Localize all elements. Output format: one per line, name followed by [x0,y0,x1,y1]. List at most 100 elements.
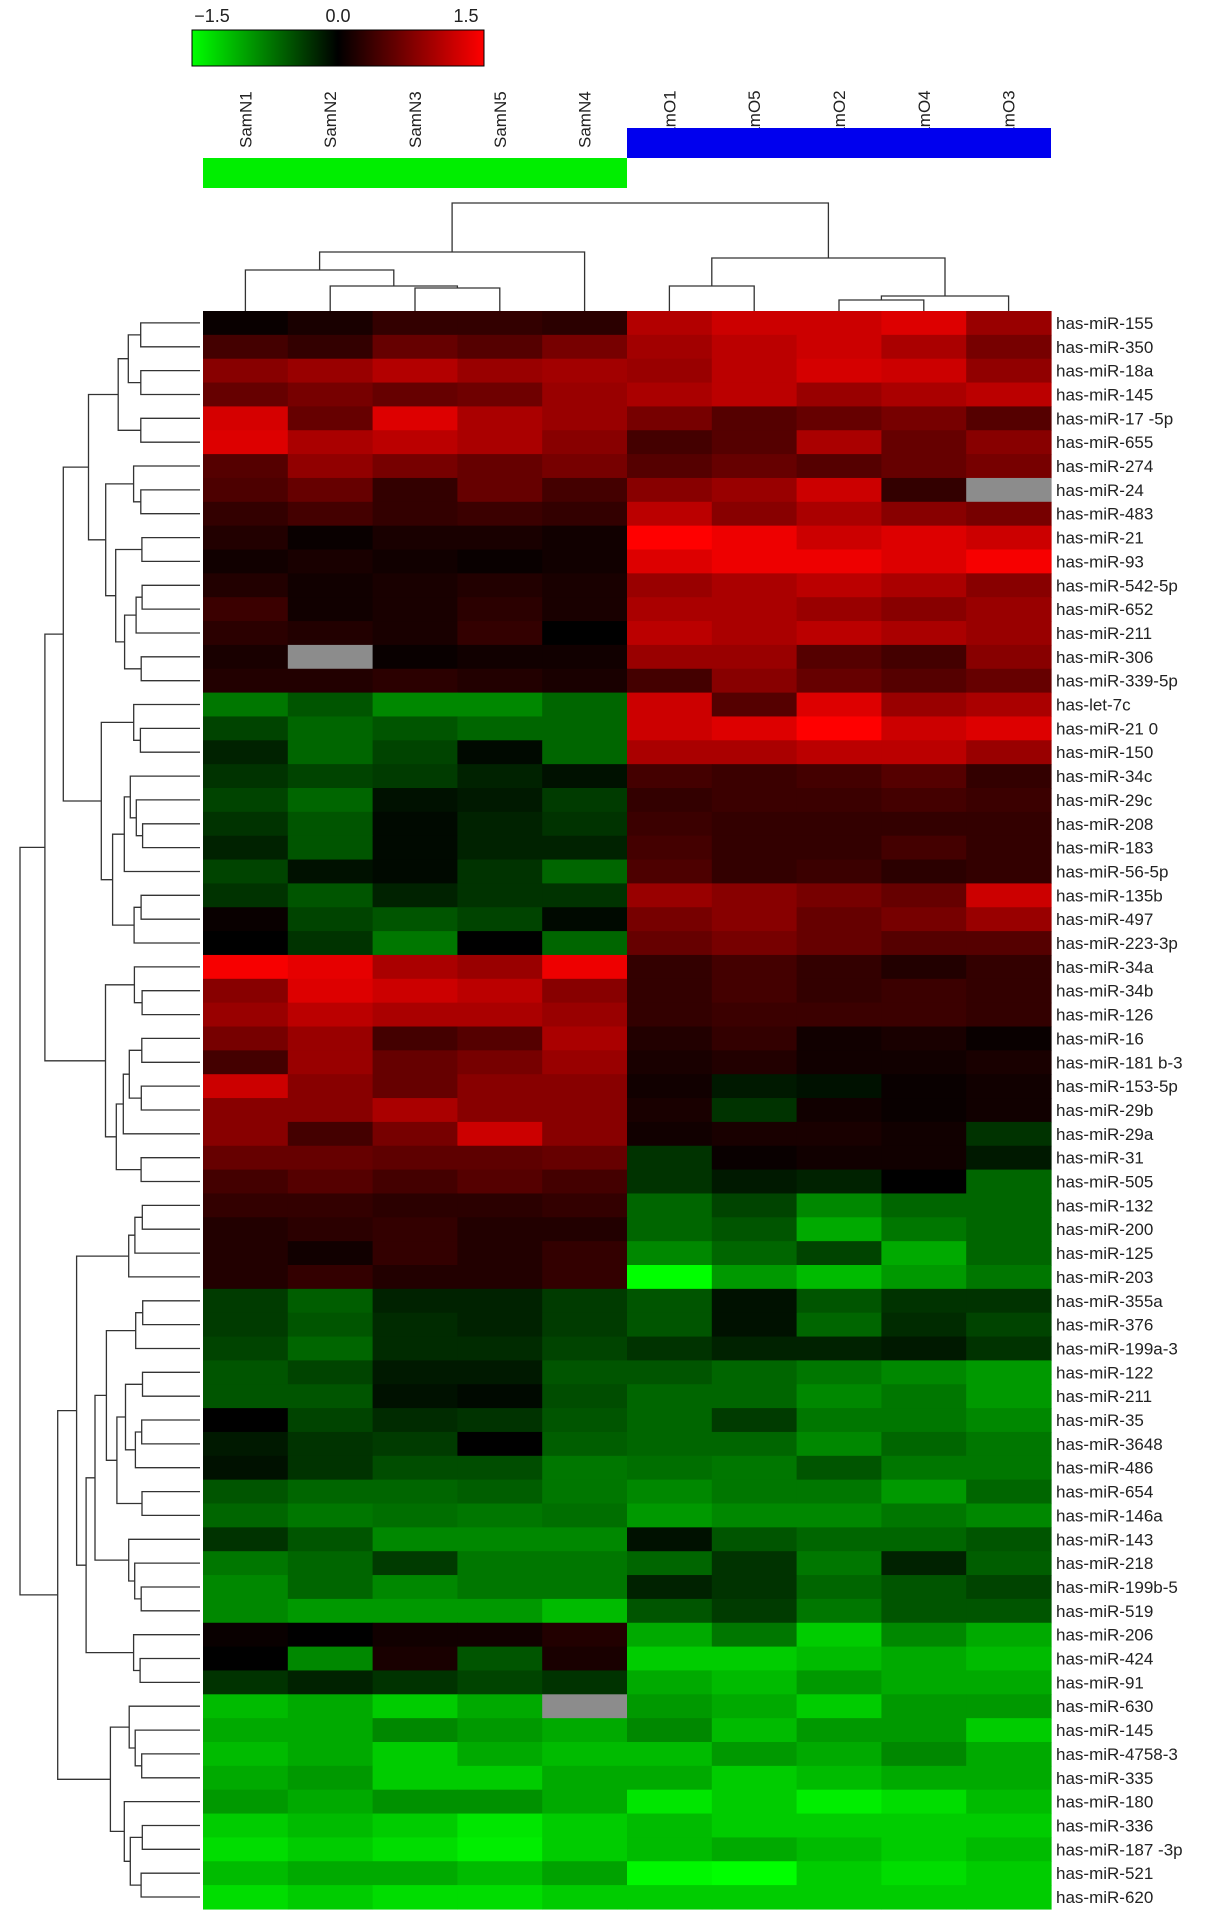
heatmap-cell [796,907,882,932]
row-label: has-miR-630 [1056,1697,1153,1716]
heatmap-cell [542,1813,628,1838]
row-label: has-miR-93 [1056,552,1144,571]
row-label: has-miR-655 [1056,433,1153,452]
heatmap-cell [542,692,628,718]
heatmap-cell [457,1479,543,1505]
heatmap-cell [881,1503,967,1528]
heatmap-cell [372,621,458,646]
heatmap-cell [287,788,374,813]
heatmap-cell [966,1479,1052,1505]
heatmap-cell [881,406,967,431]
heatmap-cell [372,1622,458,1648]
heatmap-cell [627,1002,713,1028]
heatmap-cell [287,1193,374,1218]
heatmap-cell [287,1455,374,1481]
heatmap-cell [287,907,374,932]
heatmap-cell [287,358,374,384]
heatmap-cell [627,1169,713,1195]
heatmap-cell [627,1384,713,1409]
row-label: has-miR-519 [1056,1602,1153,1621]
heatmap-cell [627,1765,713,1791]
heatmap-cell [542,430,628,455]
heatmap-cell [542,1360,628,1385]
heatmap-cell [287,311,374,336]
heatmap-cell [796,644,882,670]
heatmap-cell [881,1408,967,1433]
row-dendrogram-branch [135,799,200,837]
heatmap-cell [881,1861,967,1886]
heatmap-cell [796,1431,882,1457]
heatmap-cell [203,1527,289,1552]
heatmap-cell [287,1813,374,1838]
heatmap-cell [796,1813,882,1838]
heatmap-cell [711,1431,798,1457]
heatmap-cell [966,1169,1052,1195]
heatmap-cell [966,835,1052,861]
heatmap-cell [796,621,882,646]
heatmap-cell [457,1503,543,1528]
heatmap-cell [203,1646,289,1672]
heatmap-cell [457,954,543,980]
heatmap-cell [457,1718,543,1743]
heatmap-cell [542,382,628,407]
row-dendrogram-branch [141,1753,200,1779]
heatmap-cell [287,597,374,622]
heatmap-cell [203,1384,289,1409]
row-dendrogram-branch [140,656,200,682]
heatmap-cell [627,1575,713,1600]
row-dendrogram-branch [105,1329,136,1461]
row-label: has-miR-505 [1056,1173,1153,1192]
heatmap-cell [881,1598,967,1624]
heatmap-cell [966,501,1052,527]
row-label: has-miR-376 [1056,1316,1153,1335]
heatmap-cell [711,1050,798,1075]
heatmap-cell [372,1265,458,1290]
heatmap-cell [542,1312,628,1338]
heatmap-cell [966,1575,1052,1600]
heatmap-cell [372,597,458,622]
heatmap-cell [457,1527,543,1552]
heatmap-cell [372,1217,458,1242]
row-label: has-miR-145 [1056,385,1153,404]
heatmap-cell [881,788,967,813]
heatmap-cell [287,1121,374,1147]
row-dendrogram-branch [141,1037,200,1063]
heatmap-cell [203,382,289,407]
heatmap-cell [711,573,798,598]
color-key-tick-mid: 0.0 [325,6,350,26]
heatmap-cell [881,597,967,622]
heatmap-cell [966,931,1052,956]
heatmap-cell [372,907,458,932]
heatmap-cell [881,1455,967,1481]
heatmap-cell [627,1622,713,1648]
heatmap-cell [881,1527,967,1552]
heatmap-cell [457,454,543,479]
heatmap-cell [881,1217,967,1242]
heatmap-cell [287,692,374,718]
row-dendrogram-branch [115,548,142,643]
heatmap-cell [203,1288,289,1314]
heatmap-cell [542,1479,628,1505]
heatmap-cell [881,859,967,884]
heatmap-cell [287,764,374,789]
heatmap-cell [627,1408,713,1433]
heatmap-cell [711,1193,798,1218]
heatmap-cell [542,1598,628,1624]
heatmap-cell [881,1384,967,1409]
heatmap-cell [881,1074,967,1099]
heatmap-cell [966,549,1052,574]
heatmap-cell [287,1718,374,1743]
heatmap-cell [542,907,628,932]
heatmap-cell [966,1837,1052,1862]
heatmap-cell [287,1336,374,1361]
heatmap-cell [627,835,713,861]
heatmap-cell [287,406,374,431]
heatmap-cell [711,549,798,574]
row-dendrogram-branch [141,823,200,849]
heatmap-cell [966,430,1052,455]
heatmap-cell [627,406,713,431]
heatmap-cell [881,1050,967,1075]
heatmap-cell [966,1503,1052,1528]
heatmap-cell [203,1193,289,1218]
